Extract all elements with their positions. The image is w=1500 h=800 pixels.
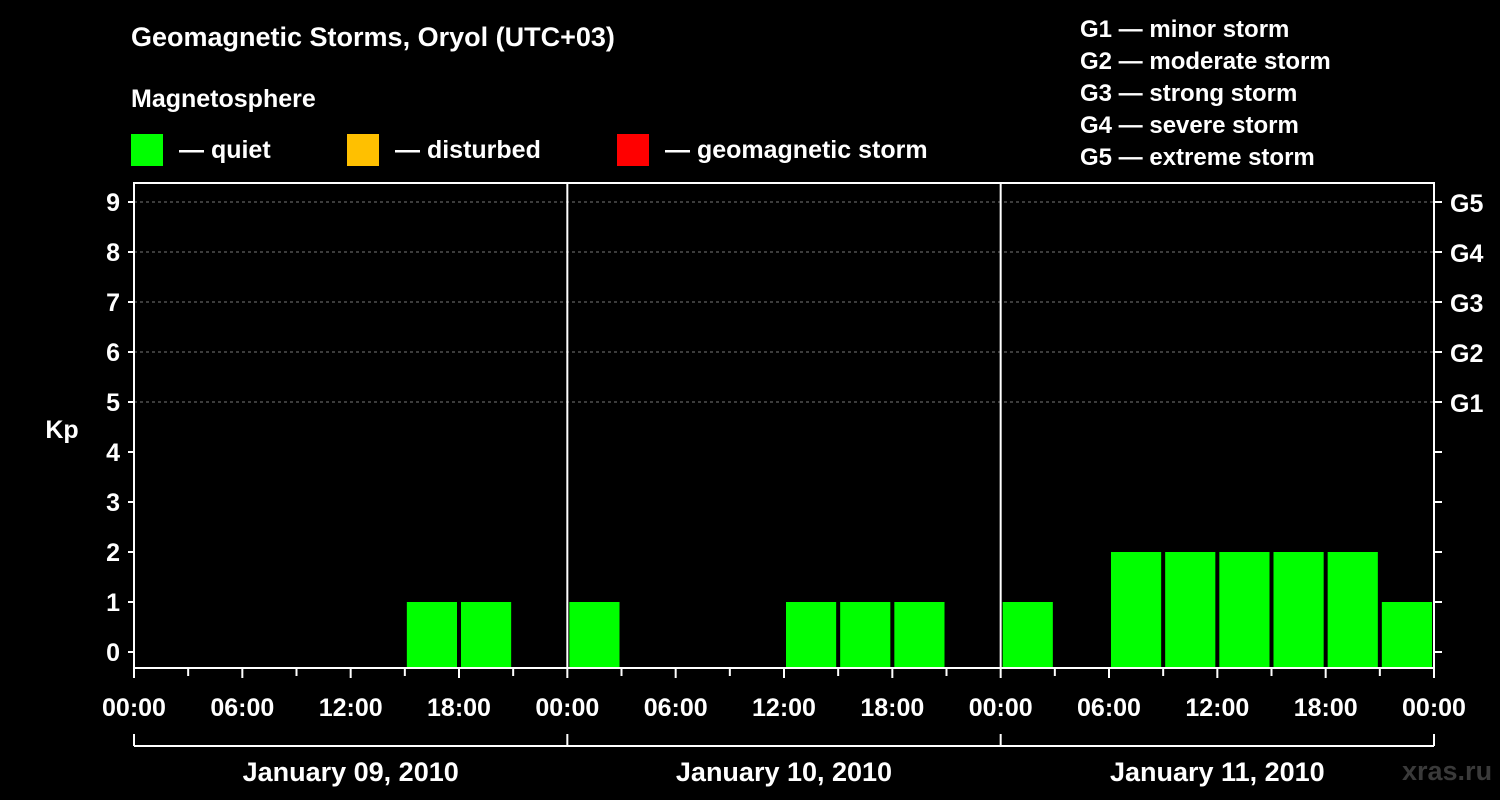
kp-bar (786, 602, 837, 668)
y-tick-label: 0 (106, 639, 120, 667)
kp-bar (461, 602, 512, 668)
x-tick-label: 06:00 (210, 694, 274, 722)
kp-bar (1111, 552, 1162, 668)
y-tick-label: 9 (106, 189, 120, 217)
legend-label-disturbed: — disturbed (395, 135, 541, 164)
x-tick-label: 00:00 (969, 694, 1033, 722)
kp-bar (840, 602, 891, 668)
legend-title: Magnetosphere (131, 85, 316, 113)
storm-scale-g5: G5 — extreme storm (1080, 144, 1315, 171)
x-tick-label: 18:00 (427, 694, 491, 722)
x-tick-label: 00:00 (535, 694, 599, 722)
storm-scale-g3: G3 — strong storm (1080, 80, 1298, 107)
storm-level-label: G5 (1450, 190, 1483, 218)
y-tick-label: 6 (106, 339, 120, 367)
y-axis-label: Kp (45, 416, 78, 444)
legend-swatch-disturbed (347, 134, 379, 166)
storm-level-label: G4 (1450, 240, 1483, 268)
date-label: January 09, 2010 (243, 757, 459, 787)
x-tick-label: 18:00 (860, 694, 924, 722)
x-tick-label: 12:00 (1185, 694, 1249, 722)
storm-scale-g2: G2 — moderate storm (1080, 48, 1331, 75)
kp-bar (1165, 552, 1216, 668)
kp-bar (1273, 552, 1324, 668)
x-tick-label: 06:00 (644, 694, 708, 722)
y-tick-label: 2 (106, 539, 120, 567)
y-tick-label: 5 (106, 389, 120, 417)
y-tick-label: 8 (106, 239, 120, 267)
kp-bar (1381, 602, 1432, 668)
legend-item-disturbed: — disturbed (347, 134, 541, 166)
x-tick-label: 00:00 (102, 694, 166, 722)
x-tick-label: 18:00 (1294, 694, 1358, 722)
x-tick-label: 00:00 (1402, 694, 1466, 722)
date-label: January 11, 2010 (1110, 757, 1325, 787)
kp-bar (1327, 552, 1378, 668)
y-tick-label: 1 (106, 589, 120, 617)
chart-title: Geomagnetic Storms, Oryol (UTC+03) (131, 22, 615, 52)
legend-swatch-storm (617, 134, 649, 166)
legend-label-storm: — geomagnetic storm (665, 135, 928, 164)
legend-item-quiet: — quiet (131, 134, 271, 166)
x-tick-label: 12:00 (319, 694, 383, 722)
storm-level-label: G2 (1450, 340, 1483, 368)
y-tick-label: 3 (106, 489, 120, 517)
storm-scale-legend: G1 — minor storm G2 — moderate storm G3 … (1080, 14, 1331, 174)
storm-level-label: G3 (1450, 290, 1483, 318)
kp-bar (406, 602, 457, 668)
y-tick-label: 7 (106, 289, 120, 317)
date-label: January 10, 2010 (676, 757, 892, 787)
storm-level-label: G1 (1450, 390, 1483, 418)
storm-scale-g1: G1 — minor storm (1080, 16, 1290, 43)
x-tick-label: 12:00 (752, 694, 816, 722)
kp-bar (569, 602, 620, 668)
kp-bar (894, 602, 945, 668)
kp-bar (1002, 602, 1053, 668)
storm-scale-g4: G4 — severe storm (1080, 112, 1299, 139)
kp-bar (1219, 552, 1270, 668)
watermark: xras.ru (1402, 756, 1493, 786)
legend-label-quiet: — quiet (179, 135, 271, 164)
x-tick-label: 06:00 (1077, 694, 1141, 722)
legend-swatch-quiet (131, 134, 163, 166)
legend-item-storm: — geomagnetic storm (617, 134, 928, 166)
y-tick-label: 4 (106, 439, 120, 467)
